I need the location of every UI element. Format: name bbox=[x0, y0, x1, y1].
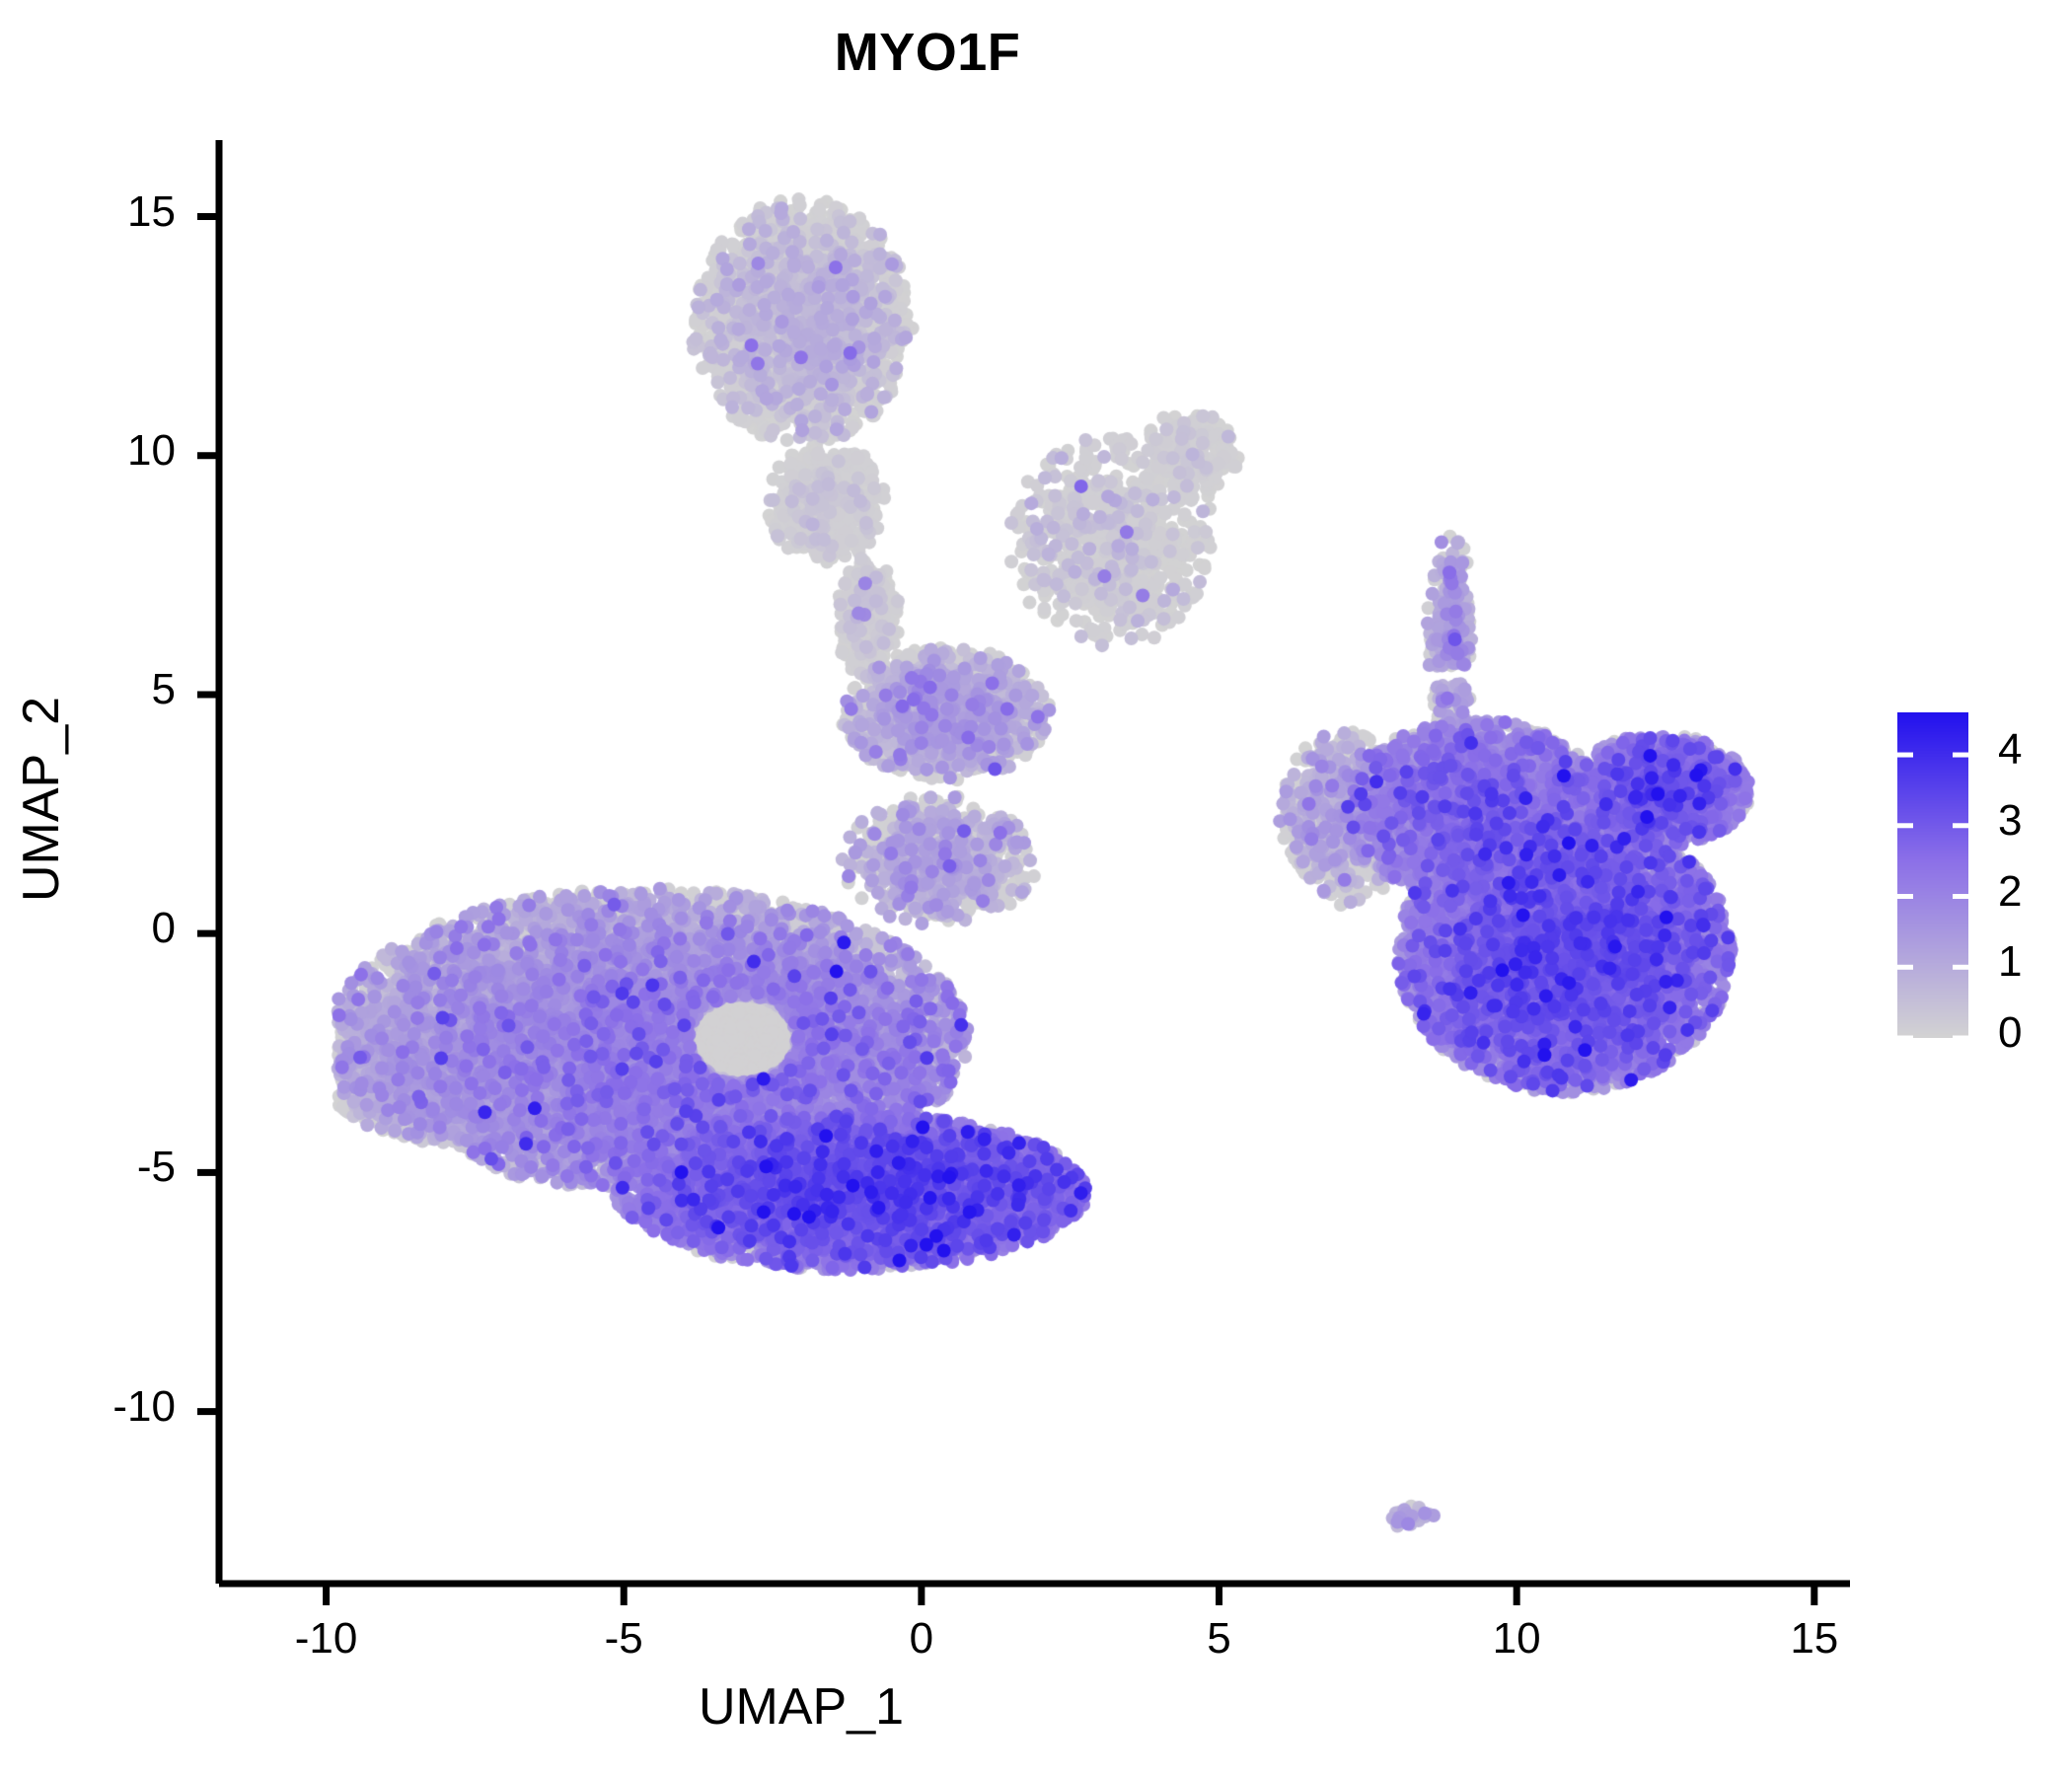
x-tick-label: 15 bbox=[1790, 1614, 1839, 1663]
x-tick-label: -5 bbox=[604, 1614, 643, 1663]
y-tick-label: 5 bbox=[151, 664, 176, 713]
x-tick-label: -10 bbox=[294, 1614, 358, 1663]
colorbar-tick-label: 0 bbox=[1998, 1008, 2023, 1057]
y-tick-label: 10 bbox=[127, 425, 176, 475]
x-axis-title: UMAP_1 bbox=[698, 1678, 905, 1736]
colorbar-tick-label: 3 bbox=[1998, 795, 2023, 845]
colorbar-tick-label: 1 bbox=[1998, 937, 2023, 987]
x-tick-label: 5 bbox=[1207, 1614, 1231, 1663]
y-axis-title: UMAP_2 bbox=[13, 696, 70, 903]
colorbar-tick-marks bbox=[1897, 752, 1968, 1041]
y-tick-label: -10 bbox=[112, 1381, 176, 1431]
colorbar-gradient bbox=[1897, 712, 1968, 1038]
x-tick-label: 10 bbox=[1492, 1614, 1541, 1663]
y-tick-label: 15 bbox=[127, 186, 176, 236]
y-tick-label: -5 bbox=[136, 1143, 176, 1192]
x-tick-marks bbox=[323, 1584, 1818, 1605]
y-tick-marks bbox=[197, 213, 219, 1416]
y-tick-label: 0 bbox=[151, 904, 176, 953]
x-tick-label: 0 bbox=[909, 1614, 934, 1663]
colorbar-tick-label: 4 bbox=[1998, 725, 2023, 775]
colorbar-tick-label: 2 bbox=[1998, 866, 2023, 916]
